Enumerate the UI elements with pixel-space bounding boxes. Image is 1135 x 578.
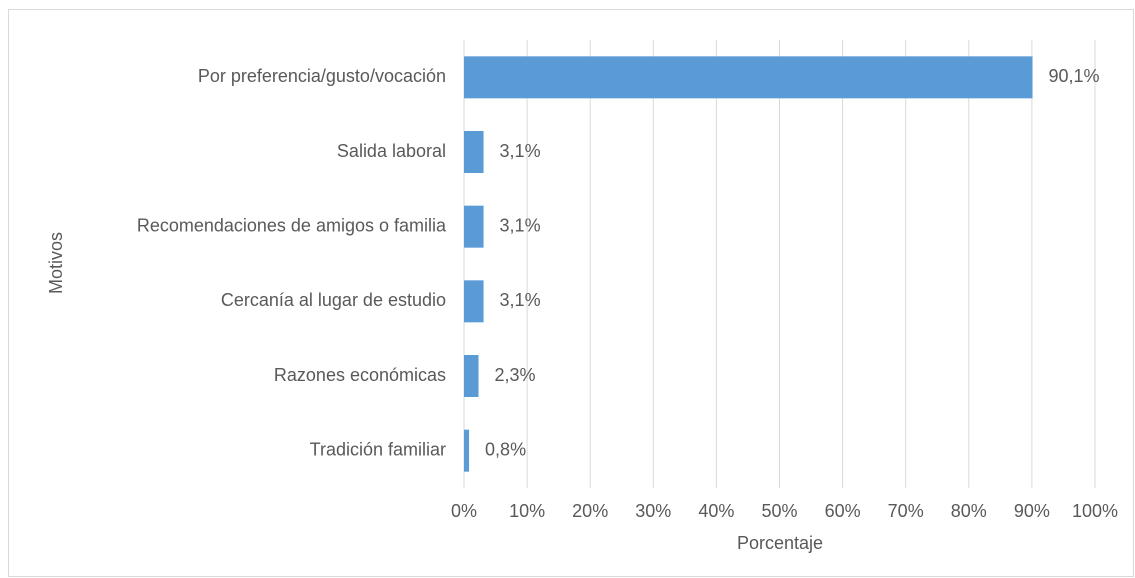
x-tick-label: 90% [1014, 501, 1050, 521]
data-label: 2,3% [495, 365, 536, 385]
y-tick-label: Razones económicas [274, 365, 446, 385]
x-tick-label: 40% [698, 501, 734, 521]
x-tick-label: 10% [509, 501, 545, 521]
bar [464, 131, 484, 173]
x-tick-label: 70% [888, 501, 924, 521]
data-label: 3,1% [500, 290, 541, 310]
data-label: 0,8% [485, 439, 526, 459]
x-tick-label: 100% [1072, 501, 1118, 521]
x-tick-label: 80% [951, 501, 987, 521]
y-tick-label: Cercanía al lugar de estudio [221, 290, 446, 310]
x-tick-label: 50% [761, 501, 797, 521]
data-label: 3,1% [500, 215, 541, 235]
x-tick-label: 20% [572, 501, 608, 521]
bar [464, 280, 484, 323]
x-axis-title: Porcentaje [737, 533, 823, 553]
y-axis-title: Motivos [46, 232, 66, 294]
x-tick-label: 60% [825, 501, 861, 521]
data-label: 3,1% [500, 141, 541, 161]
y-tick-label: Salida laboral [337, 141, 446, 161]
y-tick-label: Tradición familiar [310, 439, 446, 459]
bar [464, 56, 1033, 99]
bar [464, 429, 470, 472]
y-tick-label: Por preferencia/gusto/vocación [198, 66, 446, 86]
chart-border [8, 9, 1134, 577]
y-tick-label: Recomendaciones de amigos o familia [137, 215, 447, 235]
data-label: 90,1% [1049, 66, 1100, 86]
bar [464, 355, 479, 397]
x-tick-label: 30% [635, 501, 671, 521]
bar [464, 205, 484, 248]
x-tick-label: 0% [451, 501, 477, 521]
